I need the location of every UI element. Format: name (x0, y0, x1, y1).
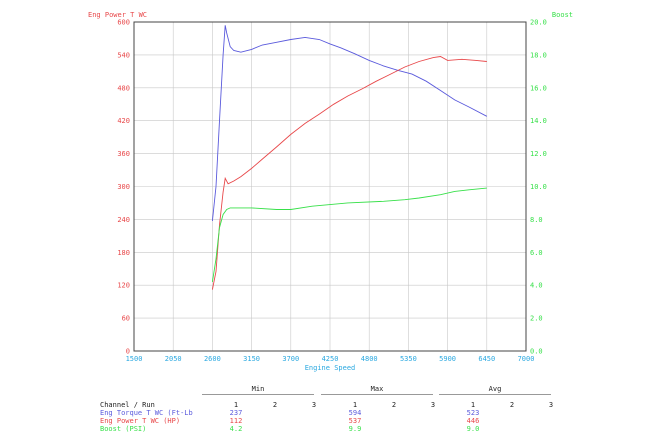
stats-run-label: 1 (233, 401, 239, 409)
x-tick-label: 4250 (322, 355, 339, 363)
stats-group-rule (202, 394, 314, 395)
stats-max-value: 9.9 (348, 425, 362, 433)
right-axis-ticks: 0.0 2.0 4.0 6.0 8.0 10.0 12.0 14.0 16.0 18.0 20.0 (530, 19, 547, 356)
stats-table: Min 1 2 3 Max 1 2 3 Avg 1 2 3 Channel / Run Eng Torqu… (0, 380, 660, 438)
left-axis-ticks: 0 60 120 180 240 300 360 420 480 540 600 (117, 19, 130, 356)
stats-group-title: Max (370, 385, 384, 393)
left-tick-label: 360 (117, 150, 130, 158)
stats-run-label: 2 (391, 401, 397, 409)
right-tick-label: 0.0 (530, 348, 543, 356)
stats-avg-value: 9.0 (466, 425, 480, 433)
stats-run-label: 3 (311, 401, 317, 409)
right-tick-label: 4.0 (530, 282, 543, 290)
right-tick-label: 20.0 (530, 19, 547, 27)
right-tick-label: 2.0 (530, 315, 543, 323)
x-axis-ticks: 1500 2050 2600 3150 3700 4250 4800 5350 5900 6450… (126, 355, 535, 363)
right-tick-label: 10.0 (530, 183, 547, 191)
left-tick-label: 0 (126, 348, 130, 356)
stats-group-rule (439, 394, 551, 395)
x-tick-label: 5900 (439, 355, 456, 363)
left-tick-label: 240 (117, 216, 130, 224)
stats-group-rule (321, 394, 433, 395)
left-tick-label: 300 (117, 183, 130, 191)
stats-max-value: 537 (348, 417, 362, 425)
stats-group-title: Avg (488, 385, 502, 393)
x-tick-label: 3150 (243, 355, 260, 363)
stats-run-label: 2 (509, 401, 515, 409)
x-axis-title: Engine Speed (305, 364, 356, 372)
stats-row-label: Eng Torque T WC (Ft-Lb (100, 409, 193, 417)
left-tick-label: 540 (117, 51, 130, 59)
right-tick-label: 12.0 (530, 150, 547, 158)
grid (133, 21, 527, 352)
left-tick-label: 60 (122, 315, 130, 323)
x-tick-label: 7000 (518, 355, 535, 363)
right-tick-label: 18.0 (530, 51, 547, 59)
x-tick-label: 4800 (361, 355, 378, 363)
left-tick-label: 480 (117, 84, 130, 92)
series-group (211, 25, 488, 290)
plot-frame (133, 21, 527, 352)
stats-run-label: 3 (430, 401, 436, 409)
stats-avg-value: 523 (466, 409, 480, 417)
x-tick-label: 2050 (165, 355, 182, 363)
x-tick-label: 6450 (478, 355, 495, 363)
stats-min-value: 112 (229, 417, 243, 425)
right-axis-title: Boost (552, 11, 573, 19)
right-tick-label: 6.0 (530, 249, 543, 257)
x-tick-label: 5350 (400, 355, 417, 363)
right-tick-label: 8.0 (530, 216, 543, 224)
x-tick-label: 2600 (204, 355, 221, 363)
stats-min-value: 4.2 (229, 425, 243, 433)
torque-line (211, 25, 488, 222)
stats-run-label: 3 (548, 401, 554, 409)
left-tick-label: 180 (117, 249, 130, 257)
x-tick-label: 3700 (282, 355, 299, 363)
right-tick-label: 16.0 (530, 84, 547, 92)
x-tick-label: 1500 (126, 355, 143, 363)
left-tick-label: 120 (117, 282, 130, 290)
stats-max-value: 594 (348, 409, 362, 417)
dyno-chart: 1500 2050 2600 3150 3700 4250 4800 5350 5900 6450… (88, 11, 573, 372)
left-tick-label: 420 (117, 117, 130, 125)
stats-row-label: Eng Power T WC (HP) (100, 417, 181, 425)
stats-min-value: 237 (229, 409, 243, 417)
left-axis-title: Eng Power T WC (88, 11, 147, 19)
stats-run-label: 1 (352, 401, 358, 409)
power-line (211, 56, 487, 290)
stats-run-label: 2 (272, 401, 278, 409)
stats-group-title: Min (251, 385, 265, 393)
stats-avg-value: 446 (466, 417, 480, 425)
stats-header-label: Channel / Run (100, 401, 155, 409)
left-tick-label: 600 (117, 19, 130, 27)
right-tick-label: 14.0 (530, 117, 547, 125)
boost-line (211, 187, 487, 282)
stats-row-label: Boost (PSI) (100, 425, 147, 433)
stats-run-label: 1 (470, 401, 476, 409)
